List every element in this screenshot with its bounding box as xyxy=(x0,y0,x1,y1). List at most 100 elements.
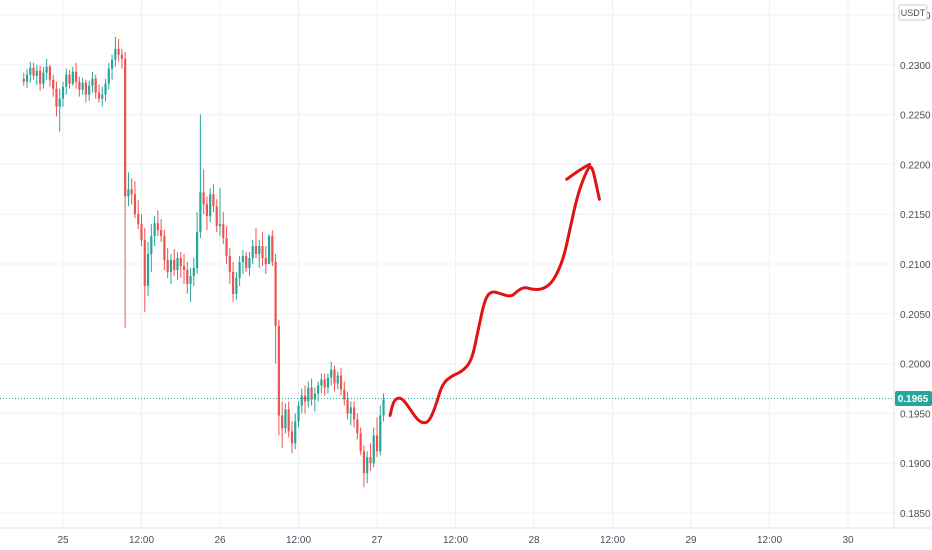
candle xyxy=(143,228,146,312)
candle xyxy=(277,319,280,436)
candle xyxy=(264,246,267,274)
x-tick-label: 27 xyxy=(371,535,383,546)
candle xyxy=(156,210,159,237)
candle xyxy=(267,234,271,264)
candle xyxy=(261,232,264,266)
candle xyxy=(356,413,359,440)
candle xyxy=(231,262,235,302)
candle xyxy=(258,240,261,268)
candle xyxy=(333,365,336,392)
candle xyxy=(117,38,120,62)
candle-body xyxy=(245,256,248,268)
candle-body xyxy=(307,387,310,402)
candle-body xyxy=(248,258,251,268)
candle-body xyxy=(330,369,333,378)
candle xyxy=(45,58,48,80)
candle xyxy=(173,249,176,276)
candle xyxy=(65,68,68,95)
candle xyxy=(323,373,326,396)
y-tick-label: 0.2000 xyxy=(900,360,931,371)
candle-body xyxy=(186,269,189,284)
x-tick-label: 30 xyxy=(842,535,854,546)
candle-body xyxy=(71,71,74,84)
candle-body xyxy=(156,223,159,231)
trend-drawing[interactable] xyxy=(388,162,601,425)
candle-body xyxy=(346,399,349,414)
x-axis-labels: 25 12:00 26 12:00 27 12:00 28 12:00 29 12:00 30 xyxy=(57,535,854,546)
candle xyxy=(39,65,42,91)
candle-body xyxy=(379,415,382,452)
candle-body xyxy=(218,224,222,227)
candle xyxy=(310,378,313,406)
x-tick-label: 12:00 xyxy=(129,535,154,546)
candle xyxy=(379,405,382,456)
candle xyxy=(349,401,352,426)
x-tick-label: 25 xyxy=(57,535,69,546)
candle xyxy=(228,248,231,284)
candle xyxy=(104,78,107,102)
candle xyxy=(192,258,195,286)
currency-label[interactable]: USDT xyxy=(898,4,928,21)
candle-body xyxy=(163,236,166,261)
candle xyxy=(110,54,114,80)
candle-body xyxy=(372,435,375,464)
candle-body xyxy=(84,82,87,95)
candle xyxy=(202,169,205,215)
candle xyxy=(251,240,254,264)
candle xyxy=(284,403,287,434)
candle xyxy=(366,451,369,484)
candle-body xyxy=(127,189,130,197)
candle-body xyxy=(353,407,356,420)
y-tick-label: 0.1900 xyxy=(900,459,931,470)
candle xyxy=(124,51,127,328)
candle-body xyxy=(297,405,300,422)
candle-body xyxy=(212,194,215,207)
candle xyxy=(222,212,225,245)
y-axis-labels: 0.23500.23000.22500.22000.21500.21000.20… xyxy=(900,11,931,520)
candle xyxy=(218,188,222,237)
candle xyxy=(320,373,323,394)
candle xyxy=(215,199,218,233)
candle-body xyxy=(215,206,218,227)
candle-body xyxy=(333,369,336,384)
x-tick-label: 12:00 xyxy=(443,535,468,546)
candle xyxy=(137,200,140,230)
candle xyxy=(35,64,38,85)
candle-body xyxy=(133,194,137,215)
candle-body xyxy=(176,258,179,270)
candle xyxy=(336,371,339,390)
candle-body xyxy=(300,395,303,406)
candle-body xyxy=(22,78,25,82)
candle xyxy=(32,62,35,80)
candle xyxy=(127,172,130,207)
candle xyxy=(140,214,143,247)
candle-body xyxy=(343,389,346,400)
candle-body xyxy=(29,67,32,75)
candle xyxy=(238,256,241,286)
candle-body xyxy=(274,262,277,326)
candle-body xyxy=(323,379,326,388)
candle-body xyxy=(241,256,244,263)
candle xyxy=(146,242,150,296)
current-price-label: 0.1965 xyxy=(898,394,929,405)
candle xyxy=(84,79,87,103)
candle-body xyxy=(228,256,231,272)
candle-body xyxy=(199,192,202,233)
candle-body xyxy=(173,260,176,270)
candle xyxy=(78,76,81,97)
candle xyxy=(81,77,84,95)
y-tick-label: 0.2050 xyxy=(900,310,931,321)
candle xyxy=(130,178,133,205)
candle-body xyxy=(94,78,97,93)
candle-body xyxy=(160,230,163,237)
candle xyxy=(326,373,330,394)
y-tick-label: 0.2200 xyxy=(900,160,931,171)
candle xyxy=(189,267,192,302)
candle xyxy=(42,66,45,89)
candles xyxy=(22,36,385,488)
candle xyxy=(182,254,186,284)
candle-body xyxy=(74,71,78,82)
axes xyxy=(0,0,932,529)
